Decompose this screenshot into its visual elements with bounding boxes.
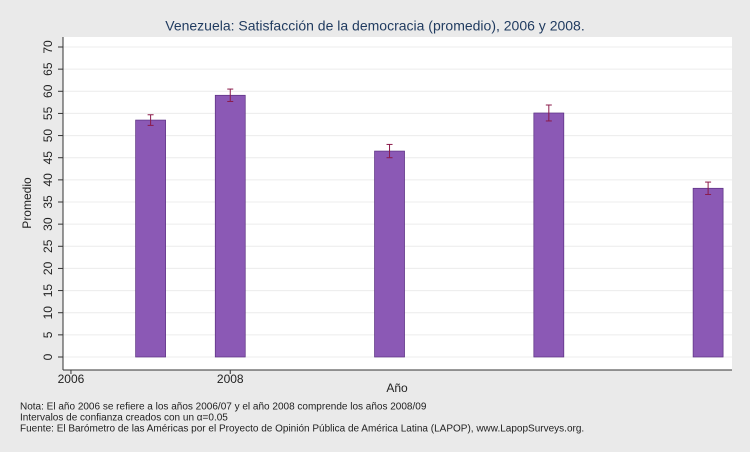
x-tick-label: 2006 — [58, 372, 85, 386]
chart-title: Venezuela: Satisfacción de la democracia… — [165, 18, 584, 34]
y-tick-label: 25 — [41, 239, 55, 253]
y-tick-label: 40 — [41, 173, 55, 187]
y-tick-label: 0 — [41, 353, 55, 360]
y-tick-label: 70 — [41, 40, 55, 54]
y-tick-label: 60 — [41, 84, 55, 98]
bar — [374, 150, 405, 358]
y-tick-label: 5 — [41, 331, 55, 338]
y-tick-label: 10 — [41, 306, 55, 320]
note: Fuente: El Barómetro de las Américas por… — [20, 424, 584, 435]
y-tick-label: 55 — [41, 106, 55, 120]
x-tick-label: 2008 — [217, 372, 244, 386]
y-tick-label: 50 — [41, 129, 55, 143]
y-tick-label: 35 — [41, 195, 55, 209]
y-tick-label: 65 — [41, 62, 55, 76]
y-tick-label: 30 — [41, 217, 55, 231]
note: Intervalos de confianza creados con un α… — [20, 413, 228, 424]
y-tick-label: 45 — [41, 151, 55, 165]
x-axis-label: Año — [386, 381, 408, 395]
y-axis-label: Promedio — [20, 177, 34, 229]
bar — [135, 119, 166, 358]
y-tick-label: 15 — [41, 284, 55, 298]
bar — [692, 187, 724, 358]
note: Nota: El año 2006 se refiere a los años … — [20, 402, 427, 413]
bar — [214, 94, 246, 358]
bar — [533, 112, 565, 358]
y-tick-label: 20 — [41, 261, 55, 275]
